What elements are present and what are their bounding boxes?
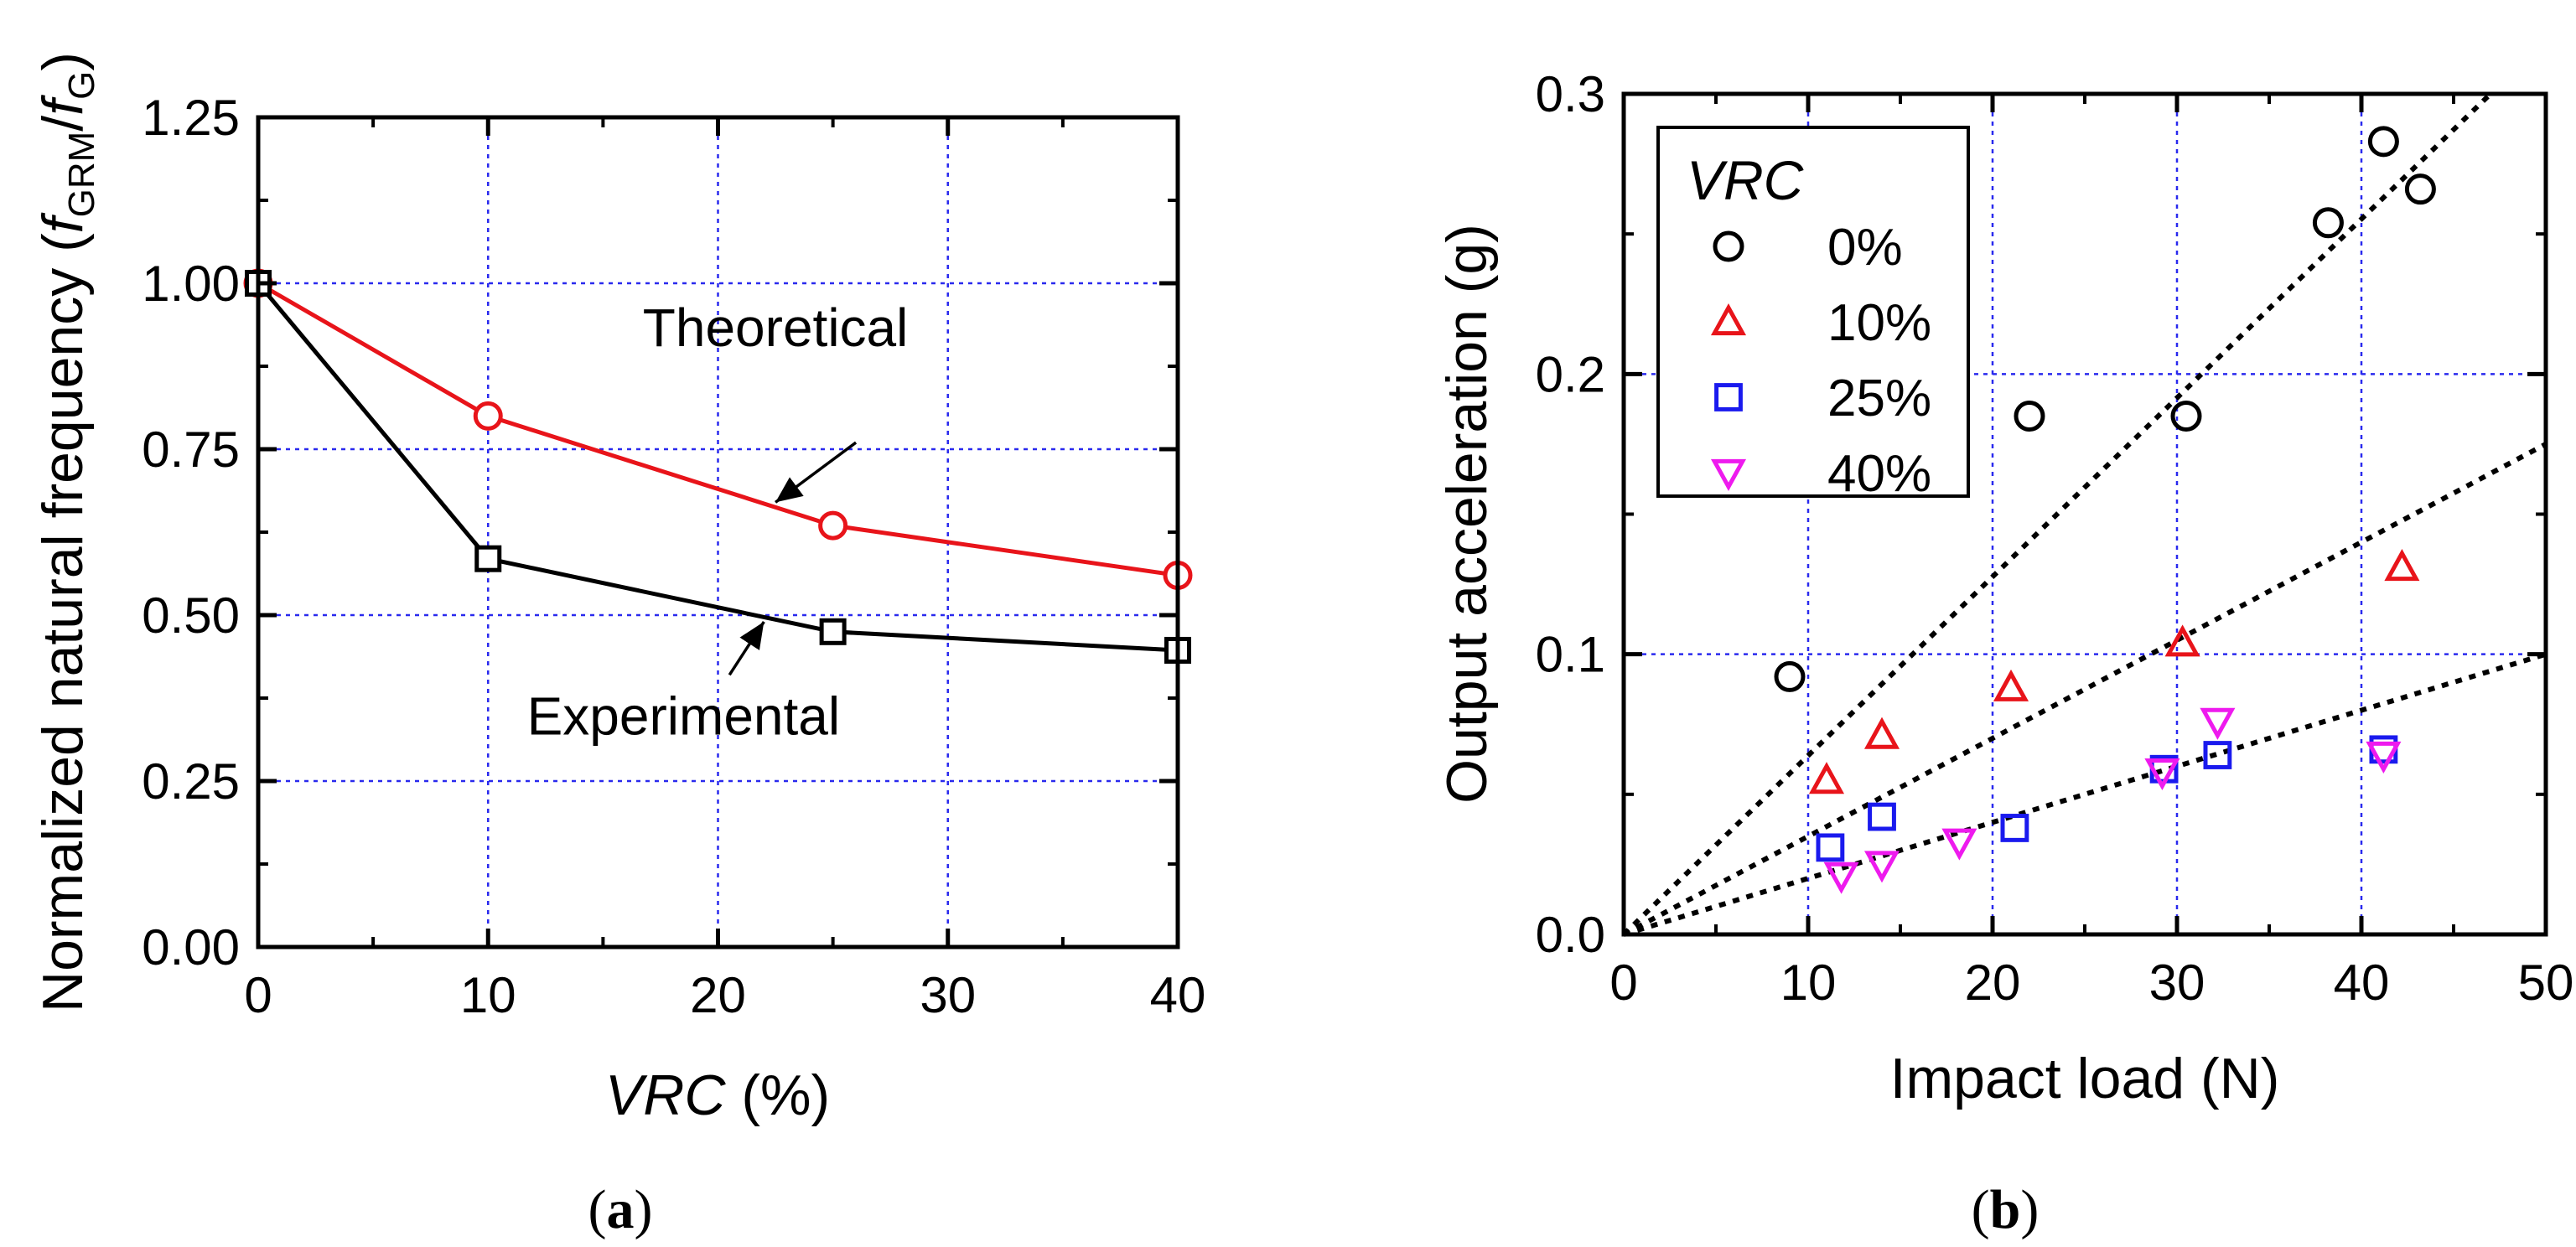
chart-b-x-axis-label: Impact load (N) [1890,1047,2280,1110]
chart-a-panel-label: (a) [588,1179,653,1240]
chart-b-panel-label: (b) [1972,1179,2040,1240]
chart-a-x-axis-label: VRC (%) [605,1063,830,1127]
series-line-experimental [257,282,1179,653]
point-vrc-0 [2014,400,2045,432]
chart-b-fit-lines [1621,91,2547,937]
chart-a-x-tick-label: 0 [244,967,272,1023]
legend-marker-25 [1714,383,1743,411]
point-vrc-40 [2200,707,2236,740]
legend-title: VRC [1687,149,1805,211]
point-vrc-0 [2312,207,2344,239]
point-vrc-25 [1868,802,1896,831]
point-experimental [474,545,502,572]
point-vrc-10 [2164,624,2200,657]
chart-a-series-lines [257,281,1179,653]
point-vrc-0 [2404,173,2436,205]
fit-line-0 [1621,91,2493,937]
legend-label-40: 40% [1827,445,1931,503]
annotation-arrow-theoretical [775,441,858,504]
point-vrc-40 [2366,741,2402,774]
chart-a: 0 10 20 30 40 0.00 0.25 0.50 0.75 1.00 1.25 Theore… [31,52,1205,1240]
legend-marker-40 [1710,458,1747,491]
point-vrc-25 [2000,814,2029,842]
chart-b-y-tick-label: 0.2 [1536,346,1605,402]
chart-b-tick-labels: 0 10 20 30 40 50 0.0 0.1 0.2 0.3 [1536,66,2574,1011]
chart-a-x-tick-label: 20 [690,967,746,1023]
point-vrc-0 [2170,400,2202,432]
series-line-theoretical [257,281,1179,577]
chart-a-x-tick-label: 30 [920,967,976,1023]
legend-label-25: 25% [1827,370,1931,427]
chart-b-markers [1774,126,2436,894]
annotation-label-experimental: Experimental [527,686,841,747]
chart-a-y-tick-label: 0.25 [142,753,240,810]
legend-marker-0 [1713,230,1744,262]
point-vrc-40 [2144,758,2180,791]
point-theoretical [818,510,848,541]
point-vrc-40 [1863,851,1900,883]
chart-a-y-tick-label: 1.25 [142,90,240,146]
chart-a-x-tick-label: 40 [1150,967,1206,1023]
point-vrc-40 [1941,828,1977,861]
legend-marker-10 [1710,303,1747,336]
point-vrc-25 [2203,741,2232,769]
point-vrc-10 [1808,762,1845,794]
chart-a-grid [258,117,1178,947]
chart-a-y-tick-label: 0.75 [142,422,240,478]
chart-a-tick-labels: 0 10 20 30 40 0.00 0.25 0.50 0.75 1.00 1.25 [142,90,1205,1023]
fit-line-10 [1622,442,2547,937]
point-vrc-0 [1774,660,1806,692]
annotation-label-theoretical: Theoretical [643,298,909,358]
chart-b-y-tick-label: 0.1 [1536,627,1605,683]
chart-b-x-tick-label: 20 [1965,955,2021,1011]
chart-b-x-tick-label: 30 [2149,955,2205,1011]
annotation-arrow-experimental [728,620,765,676]
point-vrc-10 [1863,717,1900,749]
point-vrc-25 [1816,833,1845,862]
point-vrc-0 [2367,126,2399,158]
chart-b-x-tick-label: 50 [2518,955,2574,1011]
chart-a-x-tick-label: 10 [460,967,516,1023]
chart-a-ticks [256,115,1180,949]
chart-b-y-axis-label: Output acceleration (g) [1435,224,1499,804]
chart-b-legend: VRC 0% 10% 25% 40% [1656,126,1970,503]
chart-b-x-tick-label: 10 [1780,955,1837,1011]
fit-line-25-40 [1623,651,2547,937]
legend-label-0: 0% [1827,219,1903,277]
legend-label-10: 10% [1827,294,1931,352]
chart-a-y-tick-label: 0.00 [142,919,240,975]
chart-b-y-tick-label: 0.3 [1536,66,1605,122]
chart-b-y-tick-label: 0.0 [1536,907,1605,963]
point-vrc-40 [1823,862,1859,894]
chart-b-x-tick-label: 40 [2334,955,2390,1011]
legend-items: 0% 10% 25% 40% [1710,219,1931,503]
chart-a-annotations: Theoretical Experimental [527,298,909,746]
point-vrc-10 [1993,669,2029,701]
point-experimental [819,618,847,645]
chart-b: 0 10 20 30 40 500.00.10.20.3 VRC 0%10%25%40% … [1435,66,2573,1240]
chart-a-y-axis-label: Normalized natural frequency (fGRM/fG) [31,52,102,1012]
chart-a-y-tick-label: 0.50 [142,587,240,644]
chart-a-markers [243,268,1193,664]
point-theoretical [473,401,503,431]
chart-b-ticks [1621,91,2548,937]
chart-b-x-tick-label: 0 [1609,955,1637,1011]
chart-a-y-tick-label: 1.00 [142,256,240,312]
legend-box [1656,126,1970,498]
point-vrc-10 [2384,549,2420,582]
